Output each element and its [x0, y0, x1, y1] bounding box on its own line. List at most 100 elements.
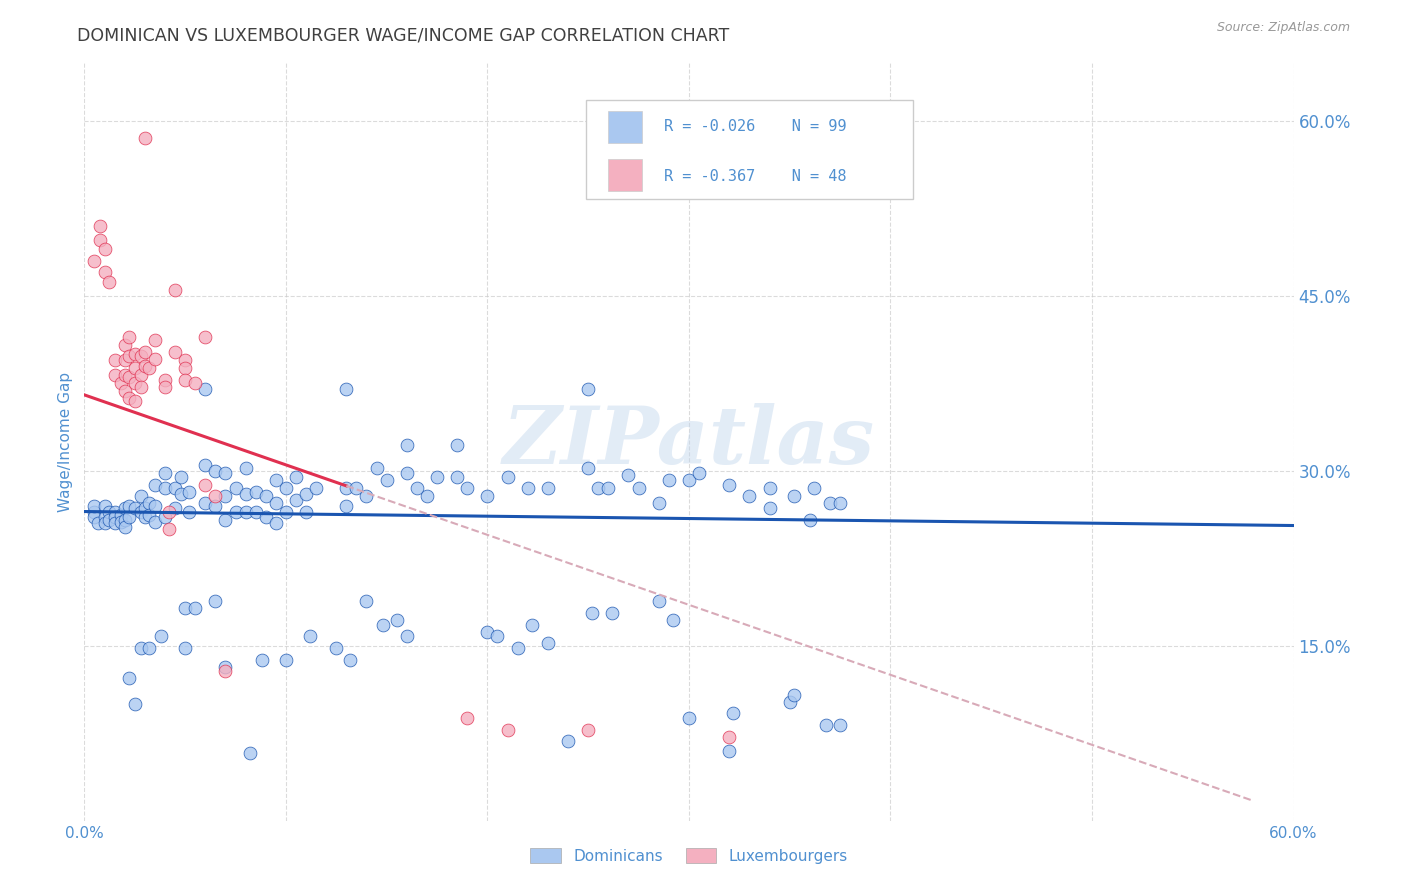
Point	[114, 513, 136, 527]
Point	[537, 481, 560, 495]
Point	[627, 481, 650, 495]
Point	[688, 466, 710, 480]
Point	[366, 461, 388, 475]
Point	[138, 640, 160, 655]
Point	[783, 489, 806, 503]
Point	[214, 489, 236, 503]
Point	[134, 510, 156, 524]
Point	[179, 484, 201, 499]
Point	[114, 501, 136, 516]
Point	[153, 481, 176, 495]
Point	[214, 466, 236, 480]
Point	[138, 508, 160, 522]
Point	[658, 473, 681, 487]
Point	[118, 392, 141, 406]
Point	[799, 513, 821, 527]
Point	[648, 594, 671, 608]
Point	[264, 473, 287, 487]
Point	[165, 501, 187, 516]
Point	[446, 438, 468, 452]
Point	[170, 469, 193, 483]
Point	[274, 653, 297, 667]
Point	[371, 617, 394, 632]
Point	[426, 469, 449, 483]
Point	[114, 519, 136, 533]
Point	[295, 487, 318, 501]
Point	[97, 513, 120, 527]
Point	[104, 504, 127, 518]
Point	[134, 501, 156, 516]
Point	[157, 522, 180, 536]
Point	[295, 504, 318, 518]
Point	[830, 718, 852, 732]
Point	[335, 382, 357, 396]
Point	[225, 504, 247, 518]
Point	[83, 499, 105, 513]
Point	[124, 501, 146, 516]
Point	[104, 516, 127, 531]
Point	[264, 496, 287, 510]
Point	[239, 746, 262, 760]
Point	[118, 671, 141, 685]
Point	[456, 481, 478, 495]
Point	[114, 337, 136, 351]
Point	[204, 594, 226, 608]
Point	[576, 723, 599, 737]
Point	[204, 499, 226, 513]
Point	[506, 640, 529, 655]
Point	[104, 510, 127, 524]
Point	[165, 481, 187, 495]
Point	[235, 461, 257, 475]
Point	[143, 351, 166, 366]
Point	[576, 382, 599, 396]
Point	[214, 659, 236, 673]
Point	[235, 487, 257, 501]
Point	[134, 359, 156, 373]
Point	[264, 516, 287, 531]
Point	[662, 613, 685, 627]
Point	[274, 481, 297, 495]
Point	[129, 489, 152, 503]
Point	[143, 499, 166, 513]
Point	[149, 629, 172, 643]
Point	[129, 368, 152, 382]
Point	[143, 477, 166, 491]
Legend: Dominicans, Luxembourgers: Dominicans, Luxembourgers	[524, 842, 853, 870]
Point	[250, 653, 273, 667]
Point	[138, 361, 160, 376]
Point	[97, 504, 120, 518]
Point	[678, 473, 700, 487]
Point	[153, 510, 176, 524]
Point	[170, 487, 193, 501]
Point	[194, 382, 217, 396]
Point	[118, 370, 141, 384]
Point	[325, 640, 347, 655]
Point	[129, 504, 152, 518]
Point	[143, 333, 166, 347]
Point	[718, 730, 741, 744]
Point	[576, 461, 599, 475]
Point	[718, 744, 741, 758]
Point	[235, 504, 257, 518]
Point	[602, 606, 624, 620]
Point	[134, 131, 156, 145]
Point	[520, 617, 543, 632]
Point	[356, 594, 378, 608]
Point	[486, 629, 509, 643]
Point	[598, 481, 620, 495]
Point	[153, 466, 176, 480]
Point	[204, 489, 226, 503]
Text: R = -0.026    N = 99: R = -0.026 N = 99	[664, 120, 846, 135]
Point	[803, 481, 825, 495]
Point	[114, 368, 136, 382]
Point	[194, 477, 217, 491]
Point	[138, 496, 160, 510]
Point	[184, 376, 207, 391]
Point	[194, 458, 217, 472]
Point	[93, 510, 115, 524]
Point	[537, 636, 560, 650]
Point	[395, 629, 418, 643]
Point	[174, 640, 197, 655]
Point	[496, 723, 519, 737]
Text: Source: ZipAtlas.com: Source: ZipAtlas.com	[1216, 21, 1350, 34]
